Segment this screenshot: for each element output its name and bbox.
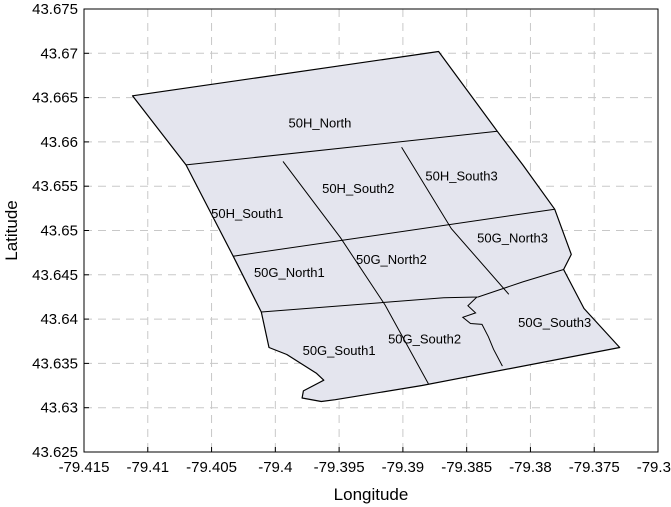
region-label: 50G_North1 xyxy=(254,265,325,280)
y-tick-label: 43.675 xyxy=(32,1,78,18)
y-tick-label: 43.65 xyxy=(40,223,78,240)
x-tick-label: -79.395 xyxy=(314,459,365,476)
axis-ticks: -79.415 -79.41 -79.405 -79.4 -79.395 -79.39 -7… xyxy=(32,1,671,476)
x-tick-label: -79.375 xyxy=(569,459,620,476)
region-label: 50G_South3 xyxy=(518,315,591,330)
x-tick-label: -79.41 xyxy=(127,459,170,476)
x-axis-title: Longitude xyxy=(334,485,409,504)
y-tick-label: 43.655 xyxy=(32,178,78,195)
region-label: 50H_South3 xyxy=(425,169,497,184)
y-tick-label: 43.645 xyxy=(32,267,78,284)
map-regions xyxy=(131,50,621,403)
region-boundary-line xyxy=(282,161,429,385)
x-tick-label: -79.415 xyxy=(59,459,110,476)
region-boundary-line xyxy=(401,146,510,295)
y-tick-label: 43.63 xyxy=(40,400,78,417)
region-labels: 50H_North 50H_South1 50H_South2 50H_South3 5… xyxy=(211,115,591,358)
y-tick-label: 43.625 xyxy=(32,444,78,461)
region-label: 50H_South2 xyxy=(322,181,394,196)
y-tick-label: 43.64 xyxy=(40,311,78,328)
y-tick-label: 43.66 xyxy=(40,134,78,151)
y-tick-label: 43.635 xyxy=(32,355,78,372)
x-tick-label: -79.405 xyxy=(186,459,237,476)
region-label: 50G_North3 xyxy=(477,231,548,246)
y-tick-label: 43.665 xyxy=(32,90,78,107)
region-label: 50G_South1 xyxy=(303,343,376,358)
region-boundary-line xyxy=(233,208,555,257)
region-label: 50G_North2 xyxy=(356,252,427,267)
region-boundary-line xyxy=(185,130,498,166)
x-tick-label: -79.38 xyxy=(509,459,552,476)
region-label: 50G_South2 xyxy=(388,332,461,347)
x-tick-label: -79.385 xyxy=(441,459,492,476)
region-label: 50H_North xyxy=(289,115,352,130)
x-tick-label: -79.39 xyxy=(382,459,425,476)
y-axis-title: Latitude xyxy=(2,200,21,261)
map-outline xyxy=(131,50,621,403)
region-boundary-line xyxy=(461,296,503,367)
x-tick-label: -79.37 xyxy=(637,459,671,476)
y-tick-label: 43.67 xyxy=(40,45,78,62)
x-tick-label: -79.4 xyxy=(258,459,292,476)
region-label: 50H_South1 xyxy=(211,206,283,221)
